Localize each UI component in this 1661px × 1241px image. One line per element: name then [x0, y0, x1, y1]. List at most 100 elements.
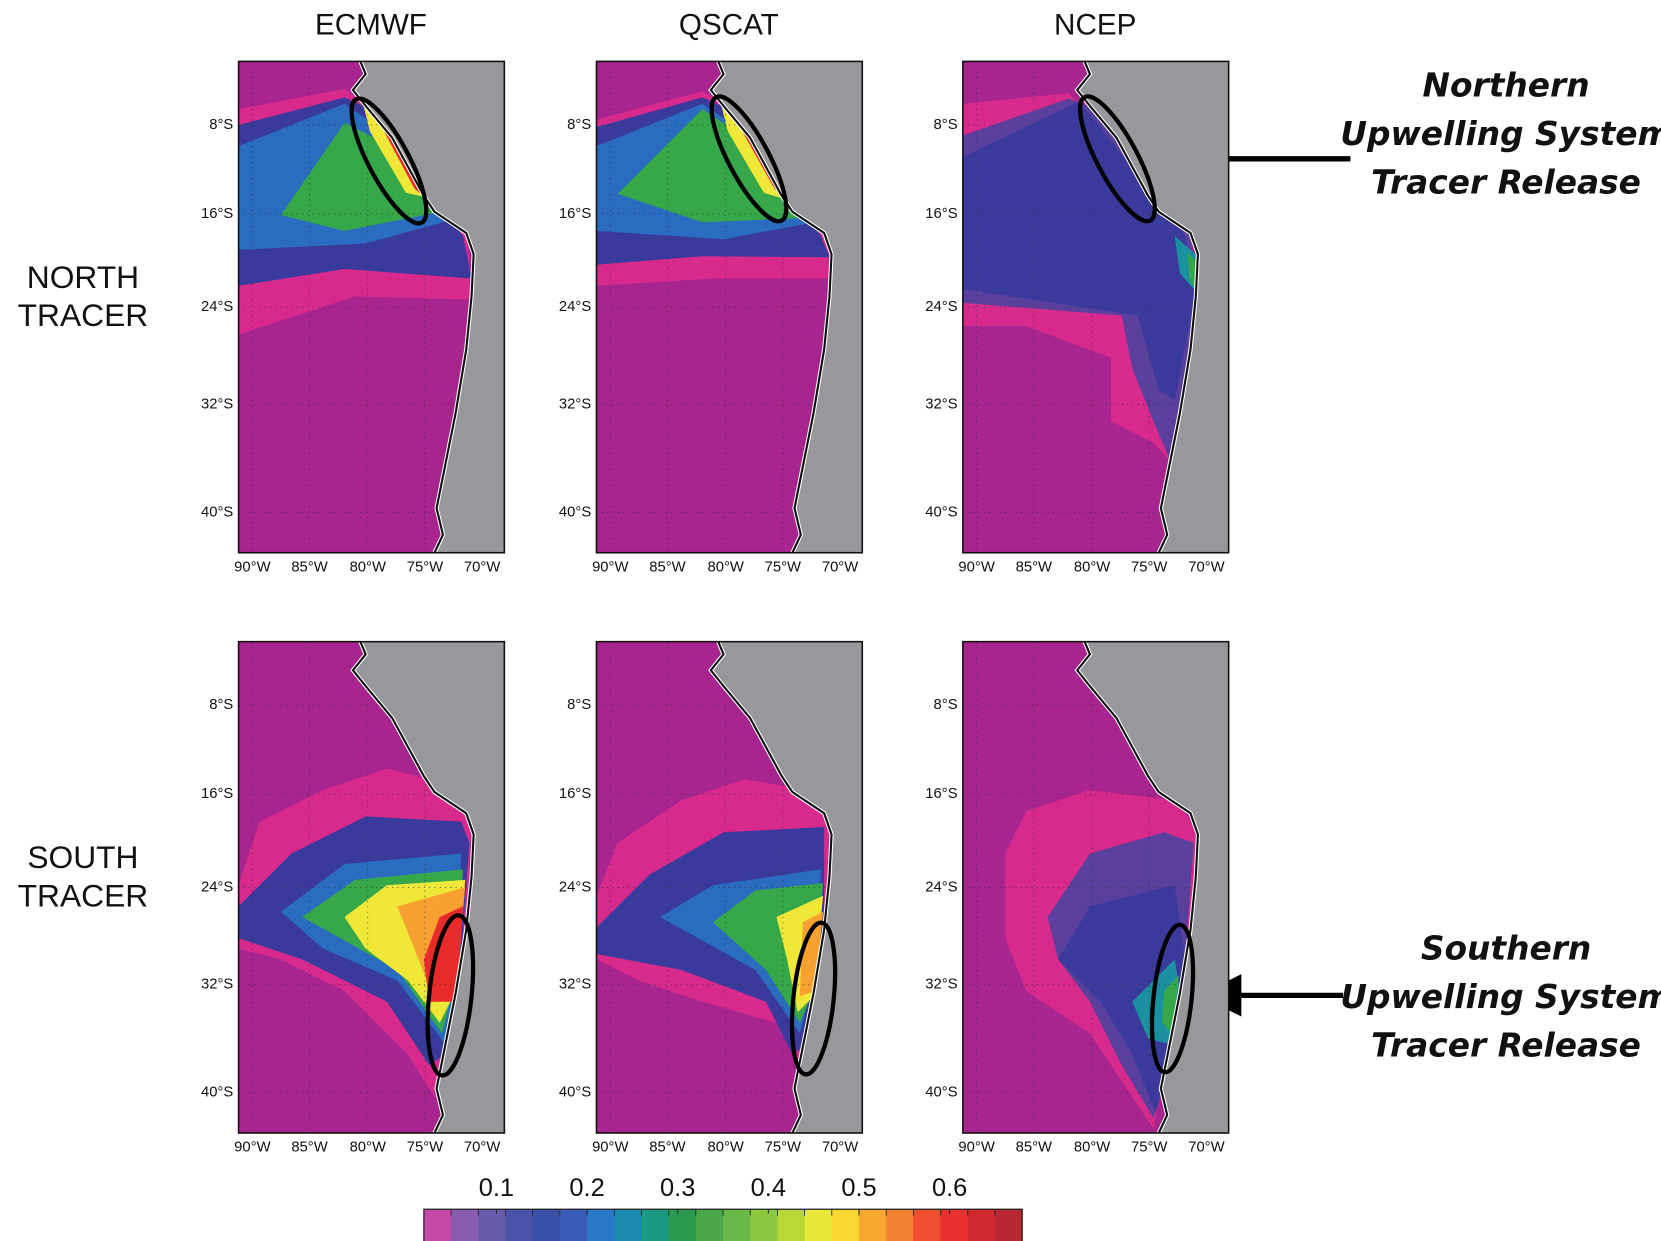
colorbar-segment	[750, 1209, 778, 1241]
annotation: Tracer Release	[1371, 1027, 1641, 1065]
map-panel: 8°S 16°S 24°S 32°S 40°S 90°W 85°W 80°W 75°W 70°W	[559, 640, 864, 1156]
colorbar-segment	[668, 1209, 697, 1241]
lon-tick-label: 90°W	[234, 1140, 270, 1156]
lon-tick-label: 70°W	[464, 1140, 500, 1156]
colorbar-segment	[967, 1209, 996, 1241]
land	[710, 61, 863, 553]
lon-tick-label: 75°W	[1131, 1140, 1167, 1156]
lon-tick-label: 90°W	[592, 1140, 628, 1156]
lat-tick-label: 16°S	[201, 206, 233, 222]
lon-tick-label: 70°W	[822, 559, 858, 575]
colorbar: 0.1 0.2 0.3 0.4 0.5 0.6	[423, 1174, 1023, 1241]
colorbar-segment	[451, 1209, 479, 1241]
lat-tick-label: 24°S	[925, 879, 957, 895]
lon-tick-label: 90°W	[958, 559, 994, 575]
lon-tick-label: 85°W	[649, 1140, 685, 1156]
lat-tick-label: 8°S	[567, 697, 591, 713]
lat-tick-label: 16°S	[925, 786, 957, 802]
map-frame	[962, 640, 1230, 1134]
lon-tick-label: 75°W	[1131, 559, 1167, 575]
lon-tick-label: 80°W	[707, 559, 743, 575]
tracer-contour	[280, 122, 436, 231]
colorbar-segment	[804, 1209, 833, 1241]
row-label: TRACER	[18, 877, 149, 913]
lat-tick-label: 40°S	[925, 504, 957, 520]
colorbar-segment	[858, 1209, 887, 1241]
lat-tick-label: 40°S	[559, 504, 591, 520]
lat-tick-label: 8°S	[209, 697, 233, 713]
lat-tick-label: 40°S	[559, 1085, 591, 1101]
lon-tick-label: 70°W	[464, 559, 500, 575]
lat-tick-label: 32°S	[925, 396, 957, 412]
lon-tick-label: 70°W	[1188, 559, 1224, 575]
colorbar-segment	[587, 1209, 615, 1241]
row-label: NORTH	[27, 259, 139, 295]
lon-tick-label: 70°W	[822, 1140, 858, 1156]
map-panel: 8°S 16°S 24°S 32°S 40°S 90°W 85°W 80°W 75°W 70°W	[201, 640, 506, 1156]
map-area	[596, 61, 863, 553]
lon-tick-label: 75°W	[765, 1140, 801, 1156]
lat-tick-label: 24°S	[201, 299, 233, 315]
lat-tick-label: 24°S	[559, 299, 591, 315]
map-area	[238, 61, 505, 553]
map-area	[962, 61, 1229, 553]
lat-tick-label: 40°S	[925, 1085, 957, 1101]
lat-tick-label: 8°S	[567, 117, 591, 133]
lon-tick-label: 85°W	[291, 559, 327, 575]
lat-tick-label: 24°S	[201, 879, 233, 895]
lon-tick-label: 90°W	[234, 559, 270, 575]
colorbar-segment	[559, 1209, 588, 1241]
lat-tick-label: 40°S	[201, 504, 233, 520]
lon-tick-label: 75°W	[407, 559, 443, 575]
land	[352, 641, 505, 1133]
lon-tick-label: 85°W	[1016, 1140, 1052, 1156]
annotation: Southern	[1421, 929, 1591, 967]
lon-tick-label: 80°W	[350, 1140, 386, 1156]
land	[1077, 61, 1229, 553]
map-area	[962, 641, 1229, 1133]
colorbar-segment	[641, 1209, 670, 1241]
colorbar-frame	[423, 1208, 1023, 1241]
colorbar-tick-label: 0.2	[569, 1174, 604, 1202]
map-panel: 8°S 16°S 24°S 32°S 40°S 90°W 85°W 80°W 75°W 70°W	[925, 640, 1230, 1156]
column-title: QSCAT	[679, 8, 779, 41]
colorbar-tick-label: 0.3	[660, 1174, 695, 1202]
colorbar-segment	[505, 1209, 534, 1241]
lat-tick-label: 16°S	[201, 786, 233, 802]
lon-tick-label: 90°W	[958, 1140, 994, 1156]
colorbar-segment	[940, 1209, 969, 1241]
map-area	[596, 641, 863, 1133]
colorbar-segment	[723, 1209, 751, 1241]
lon-tick-label: 80°W	[1074, 559, 1110, 575]
tracer-contour	[423, 906, 464, 1002]
lon-tick-label: 75°W	[407, 1140, 443, 1156]
release-region	[349, 96, 429, 226]
lat-tick-label: 32°S	[559, 396, 591, 412]
colorbar-segment	[777, 1209, 806, 1241]
lat-tick-label: 24°S	[925, 299, 957, 315]
lon-tick-label: 85°W	[1016, 559, 1052, 575]
row-label: SOUTH	[27, 839, 138, 875]
lat-tick-label: 40°S	[201, 1085, 233, 1101]
annotation: Northern	[1423, 66, 1590, 104]
coastline	[351, 641, 475, 1133]
tracer-contour	[1187, 252, 1197, 290]
colorbar-segment	[532, 1209, 561, 1241]
release-region	[709, 94, 789, 224]
annotation: Upwelling System	[1340, 978, 1661, 1016]
map-frame	[962, 60, 1230, 554]
lat-tick-label: 16°S	[559, 786, 591, 802]
lat-tick-label: 8°S	[934, 117, 958, 133]
colorbar-segment	[831, 1209, 860, 1241]
column-title: NCEP	[1054, 8, 1136, 41]
colorbar-segment	[614, 1209, 642, 1241]
tracer-contour	[1161, 975, 1179, 1034]
tracer-contour	[799, 911, 824, 997]
colorbar-segment	[994, 1209, 1023, 1241]
lat-tick-label: 32°S	[559, 977, 591, 993]
map-frame	[595, 60, 864, 554]
tracer-contour	[617, 109, 800, 223]
annotation: Upwelling System	[1340, 115, 1661, 153]
colorbar-segment	[478, 1209, 507, 1241]
